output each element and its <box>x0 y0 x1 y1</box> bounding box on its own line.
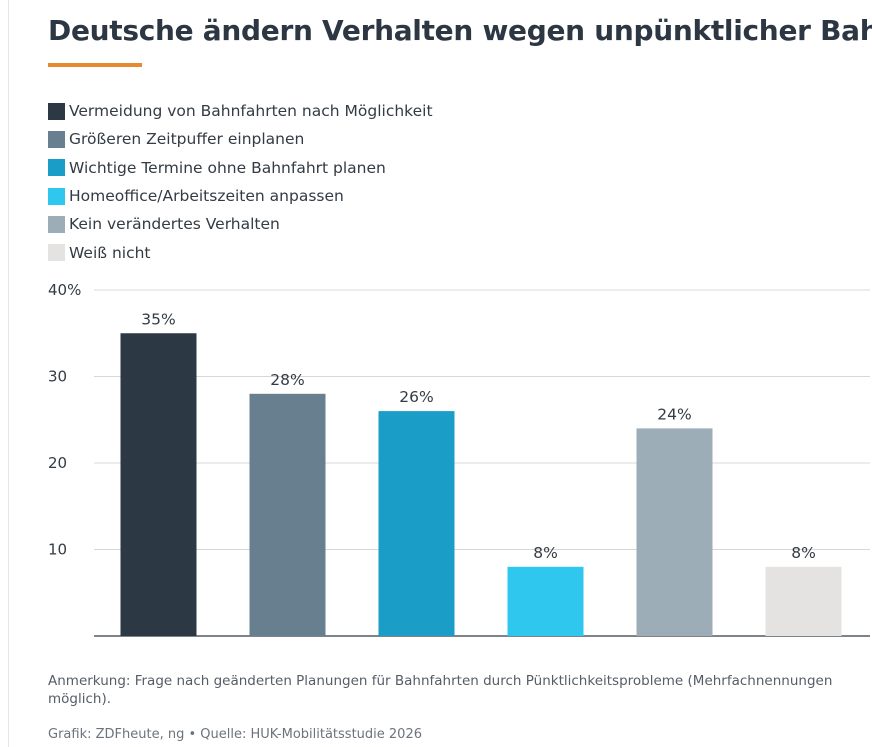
chart-legend: Vermeidung von Bahnfahrten nach Möglichk… <box>48 97 433 267</box>
legend-label: Größeren Zeitpuffer einplanen <box>69 130 305 149</box>
legend-swatch <box>48 187 65 205</box>
y-tick-label: 40% <box>48 281 81 299</box>
bar <box>636 428 713 636</box>
y-tick-label: 30 <box>48 368 67 386</box>
legend-swatch <box>48 159 65 177</box>
bar-value-label: 8% <box>533 544 558 562</box>
chart-note: Anmerkung: Frage nach geänderten Planung… <box>48 673 833 707</box>
legend-swatch <box>48 130 65 148</box>
legend-label: Kein verändertes Verhalten <box>69 215 280 234</box>
legend-swatch <box>48 215 65 233</box>
legend-label: Wichtige Termine ohne Bahnfahrt planen <box>69 158 386 177</box>
legend-label: Homeoffice/Arbeitszeiten anpassen <box>69 187 344 206</box>
legend-item: Vermeidung von Bahnfahrten nach Möglichk… <box>48 97 433 125</box>
bar <box>378 411 455 636</box>
legend-item: Größeren Zeitpuffer einplanen <box>48 125 433 153</box>
bar <box>507 566 584 636</box>
chart-source: Grafik: ZDFheute, ng • Quelle: HUK-Mobil… <box>48 727 422 742</box>
bar-chart: 10 20 30 40% 35% 28% 26% 8% 24% 8% <box>48 281 870 637</box>
bar-value-label: 24% <box>657 405 691 423</box>
legend-swatch <box>48 102 65 120</box>
bar-value-label: 8% <box>791 544 816 562</box>
legend-label: Vermeidung von Bahnfahrten nach Möglichk… <box>69 102 433 121</box>
y-tick-label: 20 <box>48 454 67 472</box>
legend-item: Kein verändertes Verhalten <box>48 210 433 238</box>
bar <box>765 566 842 636</box>
bar-value-label: 26% <box>399 388 433 406</box>
legend-swatch <box>48 244 65 262</box>
bar <box>249 393 326 636</box>
legend-label: Weiß nicht <box>69 243 151 262</box>
chart-title: Deutsche ändern Verhalten wegen unpünktl… <box>48 14 872 47</box>
title-accent-bar <box>48 63 142 67</box>
bar-value-label: 28% <box>270 371 304 389</box>
bar <box>120 333 197 636</box>
legend-item: Homeoffice/Arbeitszeiten anpassen <box>48 182 433 210</box>
legend-item: Weiß nicht <box>48 238 433 266</box>
page-left-rule <box>8 0 9 747</box>
bar-value-label: 35% <box>141 310 175 328</box>
legend-item: Wichtige Termine ohne Bahnfahrt planen <box>48 154 433 182</box>
y-tick-label: 10 <box>48 541 67 559</box>
